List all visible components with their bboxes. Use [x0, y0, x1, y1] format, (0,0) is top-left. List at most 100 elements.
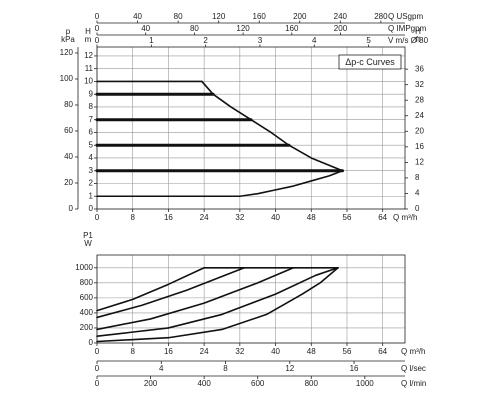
x-top-tick-label: 280 — [374, 12, 388, 21]
x-tick-label: 24 — [200, 347, 209, 356]
x-top-axis-label: Q USgpm — [388, 12, 423, 21]
x-tick-label: 0 — [95, 213, 100, 222]
y-right-tick-label: 24 — [415, 111, 424, 120]
y-tick-label: 6 — [89, 128, 94, 137]
x-tick-label: 16 — [164, 347, 173, 356]
y-right-tick-label: 16 — [415, 142, 424, 151]
y-right-tick-label: 12 — [415, 157, 424, 166]
y-axis-label: p — [66, 27, 71, 36]
y-axis-label: P1 — [83, 231, 93, 240]
x-top-tick-label: 80 — [190, 24, 199, 33]
x-top-tick-label: 120 — [212, 12, 226, 21]
y-tick-label: 600 — [80, 293, 94, 302]
y-tick-label: 0 — [69, 204, 74, 213]
y-tick-label: 12 — [84, 51, 93, 60]
x-tick-label: 48 — [307, 213, 316, 222]
x-tick-label: 56 — [343, 213, 352, 222]
y-right-tick-label: 4 — [415, 189, 420, 198]
x-tick-label: 600 — [251, 379, 265, 388]
x-axis-label: Q m³/h — [393, 213, 417, 222]
x-tick-label: 64 — [378, 347, 387, 356]
x-tick-label: 800 — [305, 379, 319, 388]
x-top-tick-label: 80 — [174, 12, 183, 21]
x-top-tick-label: 40 — [141, 24, 150, 33]
x-tick-label: 64 — [378, 213, 387, 222]
curve — [201, 80, 344, 172]
x-tick-label: 56 — [343, 347, 352, 356]
x-top-axis-label: V m/s Ø 80 — [388, 36, 429, 45]
y-tick-label: 200 — [80, 323, 94, 332]
y-tick-label: 80 — [64, 100, 73, 109]
x-axis-label: Q m³/h — [401, 347, 425, 356]
curve — [96, 266, 339, 338]
curve — [96, 266, 295, 331]
x-tick-label: 48 — [307, 347, 316, 356]
x-top-axis-label: Q IMPgpm — [388, 24, 427, 33]
x-axis-label: Q l/min — [401, 379, 426, 388]
curve — [96, 266, 246, 319]
x-tick-label: 8 — [130, 213, 135, 222]
x-tick-label: 4 — [159, 364, 164, 373]
y-tick-label: 1000 — [75, 263, 93, 272]
x-top-tick-label: 0 — [95, 36, 100, 45]
x-top-tick-label: 1 — [149, 36, 154, 45]
y-tick-label: 20 — [64, 178, 73, 187]
y-axis-label: H — [85, 27, 91, 36]
x-top-tick-label: 3 — [258, 36, 263, 45]
x-top-tick-label: 160 — [285, 24, 299, 33]
y-tick-label: 800 — [80, 278, 94, 287]
y-tick-label: 9 — [89, 89, 94, 98]
x-top-tick-label: 160 — [253, 12, 267, 21]
x-tick-label: 1000 — [356, 379, 374, 388]
y-tick-label: 40 — [64, 152, 73, 161]
y-tick-label: 120 — [60, 48, 74, 57]
plot-frame — [96, 254, 406, 344]
y-tick-label: 4 — [89, 153, 94, 162]
y-right-tick-label: 0 — [415, 204, 420, 213]
curve — [96, 266, 339, 343]
y-axis-label: m — [85, 35, 92, 44]
y-tick-label: 400 — [80, 308, 94, 317]
y-tick-label: 7 — [89, 115, 94, 124]
x-tick-label: 40 — [271, 213, 280, 222]
y-tick-label: 10 — [84, 77, 93, 86]
y-tick-label: 0 — [89, 338, 94, 347]
y-right-tick-label: 28 — [415, 95, 424, 104]
chart-title: Δp-c Curves — [345, 57, 395, 67]
x-tick-label: 40 — [271, 347, 280, 356]
x-tick-label: 8 — [130, 347, 135, 356]
y-right-tick-label: 8 — [415, 173, 420, 182]
y-axis-label: W — [84, 239, 92, 248]
y-tick-label: 3 — [89, 166, 94, 175]
x-tick-label: 8 — [223, 364, 228, 373]
x-top-tick-label: 0 — [95, 24, 100, 33]
x-tick-label: 12 — [285, 364, 294, 373]
x-tick-label: 32 — [235, 347, 244, 356]
x-tick-label: 400 — [197, 379, 211, 388]
x-top-tick-label: 5 — [366, 36, 371, 45]
y-axis-label: kPa — [61, 35, 75, 44]
y-right-tick-label: 36 — [415, 64, 424, 73]
x-tick-label: 16 — [164, 213, 173, 222]
y-tick-label: 60 — [64, 126, 73, 135]
x-top-tick-label: 0 — [95, 12, 100, 21]
x-tick-label: 200 — [144, 379, 158, 388]
x-top-tick-label: 200 — [334, 24, 348, 33]
y-tick-label: 0 — [89, 204, 94, 213]
x-top-tick-label: 120 — [236, 24, 250, 33]
y-tick-label: 1 — [89, 191, 94, 200]
plot-frame — [96, 46, 406, 210]
x-tick-label: 0 — [95, 347, 100, 356]
x-tick-label: 16 — [350, 364, 359, 373]
y-tick-label: 100 — [60, 74, 74, 83]
y-right-tick-label: 32 — [415, 80, 424, 89]
x-tick-label: 24 — [200, 213, 209, 222]
title-box — [338, 54, 402, 70]
curve — [96, 266, 339, 312]
y-right-axis-label: H — [415, 27, 421, 36]
y-tick-label: 8 — [89, 102, 94, 111]
x-top-tick-label: 40 — [133, 12, 142, 21]
x-top-tick-label: 240 — [334, 12, 348, 21]
y-tick-label: 5 — [89, 140, 94, 149]
